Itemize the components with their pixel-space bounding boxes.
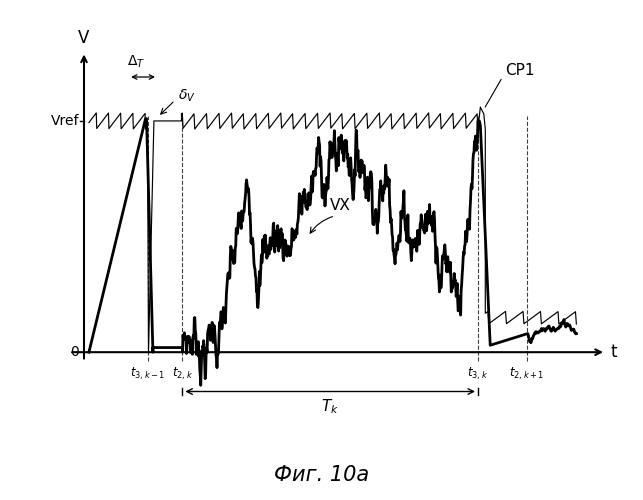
Text: CP1: CP1 — [505, 62, 534, 78]
Text: Фиг. 10а: Фиг. 10а — [274, 465, 369, 485]
Text: $\Delta_T$: $\Delta_T$ — [127, 54, 145, 70]
Text: t: t — [611, 343, 617, 361]
Text: $t_{2,k}$: $t_{2,k}$ — [172, 366, 193, 382]
Text: $T_k$: $T_k$ — [322, 398, 339, 416]
Text: V: V — [78, 29, 89, 47]
Text: 0: 0 — [70, 345, 79, 359]
Text: VX: VX — [331, 198, 351, 214]
Text: $t_{3,k-1}$: $t_{3,k-1}$ — [131, 366, 166, 382]
Text: $\delta_V$: $\delta_V$ — [177, 88, 195, 104]
Text: Vref: Vref — [51, 114, 79, 128]
Text: $t_{3,k}$: $t_{3,k}$ — [467, 366, 489, 382]
Text: $t_{2,k+1}$: $t_{2,k+1}$ — [509, 366, 545, 382]
